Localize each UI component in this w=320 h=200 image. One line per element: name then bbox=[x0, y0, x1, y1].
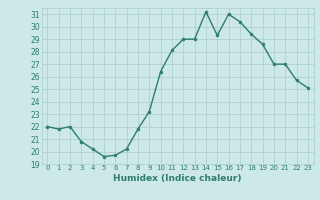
X-axis label: Humidex (Indice chaleur): Humidex (Indice chaleur) bbox=[113, 174, 242, 183]
